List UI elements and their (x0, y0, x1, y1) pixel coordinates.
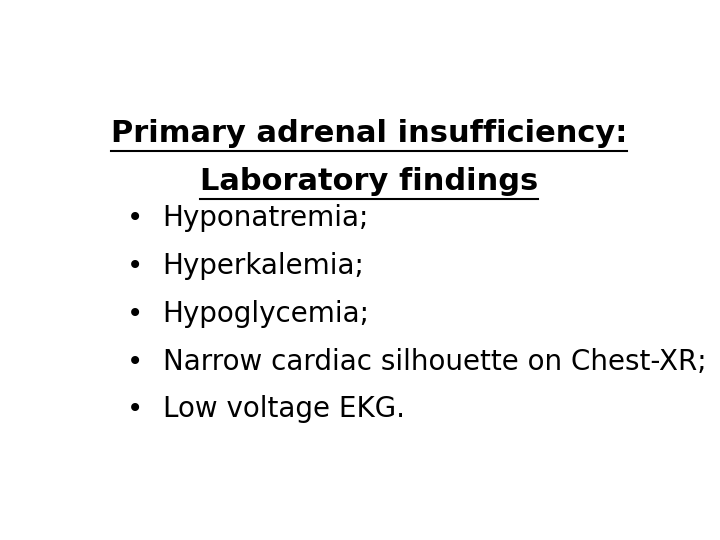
Text: Low voltage EKG.: Low voltage EKG. (163, 395, 405, 423)
Text: Hypoglycemia;: Hypoglycemia; (163, 300, 369, 328)
Text: •: • (127, 348, 143, 375)
Text: •: • (127, 300, 143, 328)
Text: •: • (127, 204, 143, 232)
Text: Hyponatremia;: Hyponatremia; (163, 204, 369, 232)
Text: Laboratory findings: Laboratory findings (200, 167, 538, 195)
Text: Narrow cardiac silhouette on Chest-XR;: Narrow cardiac silhouette on Chest-XR; (163, 348, 706, 375)
Text: Hyperkalemia;: Hyperkalemia; (163, 252, 364, 280)
Text: Primary adrenal insufficiency:: Primary adrenal insufficiency: (111, 119, 627, 148)
Text: •: • (127, 395, 143, 423)
Text: •: • (127, 252, 143, 280)
